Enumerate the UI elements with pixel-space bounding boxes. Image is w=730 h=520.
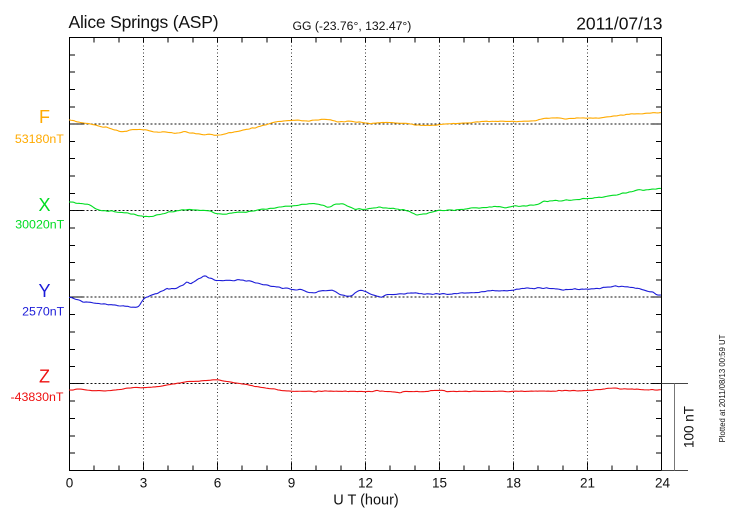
svg-text:3: 3 xyxy=(140,476,148,491)
svg-text:21: 21 xyxy=(580,476,595,491)
svg-text:0: 0 xyxy=(66,476,74,491)
svg-text:Plotted at 2011/08/13 00:59 UT: Plotted at 2011/08/13 00:59 UT xyxy=(718,334,727,442)
svg-text:18: 18 xyxy=(506,476,521,491)
svg-text:100 nT: 100 nT xyxy=(681,406,696,448)
svg-text:15: 15 xyxy=(432,476,447,491)
svg-text:X: X xyxy=(38,195,50,215)
svg-text:Alice Springs (ASP): Alice Springs (ASP) xyxy=(69,12,219,32)
svg-text:12: 12 xyxy=(358,476,373,491)
svg-text:GG (-23.76°, 132.47°): GG (-23.76°, 132.47°) xyxy=(293,19,412,33)
svg-text:F: F xyxy=(39,107,50,127)
svg-text:6: 6 xyxy=(214,476,222,491)
svg-text:53180nT: 53180nT xyxy=(15,132,64,146)
svg-text:24: 24 xyxy=(655,476,671,491)
svg-text:U T (hour): U T (hour) xyxy=(333,493,399,509)
svg-text:Y: Y xyxy=(38,281,50,301)
svg-text:Z: Z xyxy=(39,366,50,386)
svg-text:2570nT: 2570nT xyxy=(22,305,64,319)
svg-text:30020nT: 30020nT xyxy=(15,218,64,232)
svg-text:9: 9 xyxy=(288,476,296,491)
svg-text:-43830nT: -43830nT xyxy=(10,390,63,404)
svg-text:2011/07/13: 2011/07/13 xyxy=(576,14,662,34)
